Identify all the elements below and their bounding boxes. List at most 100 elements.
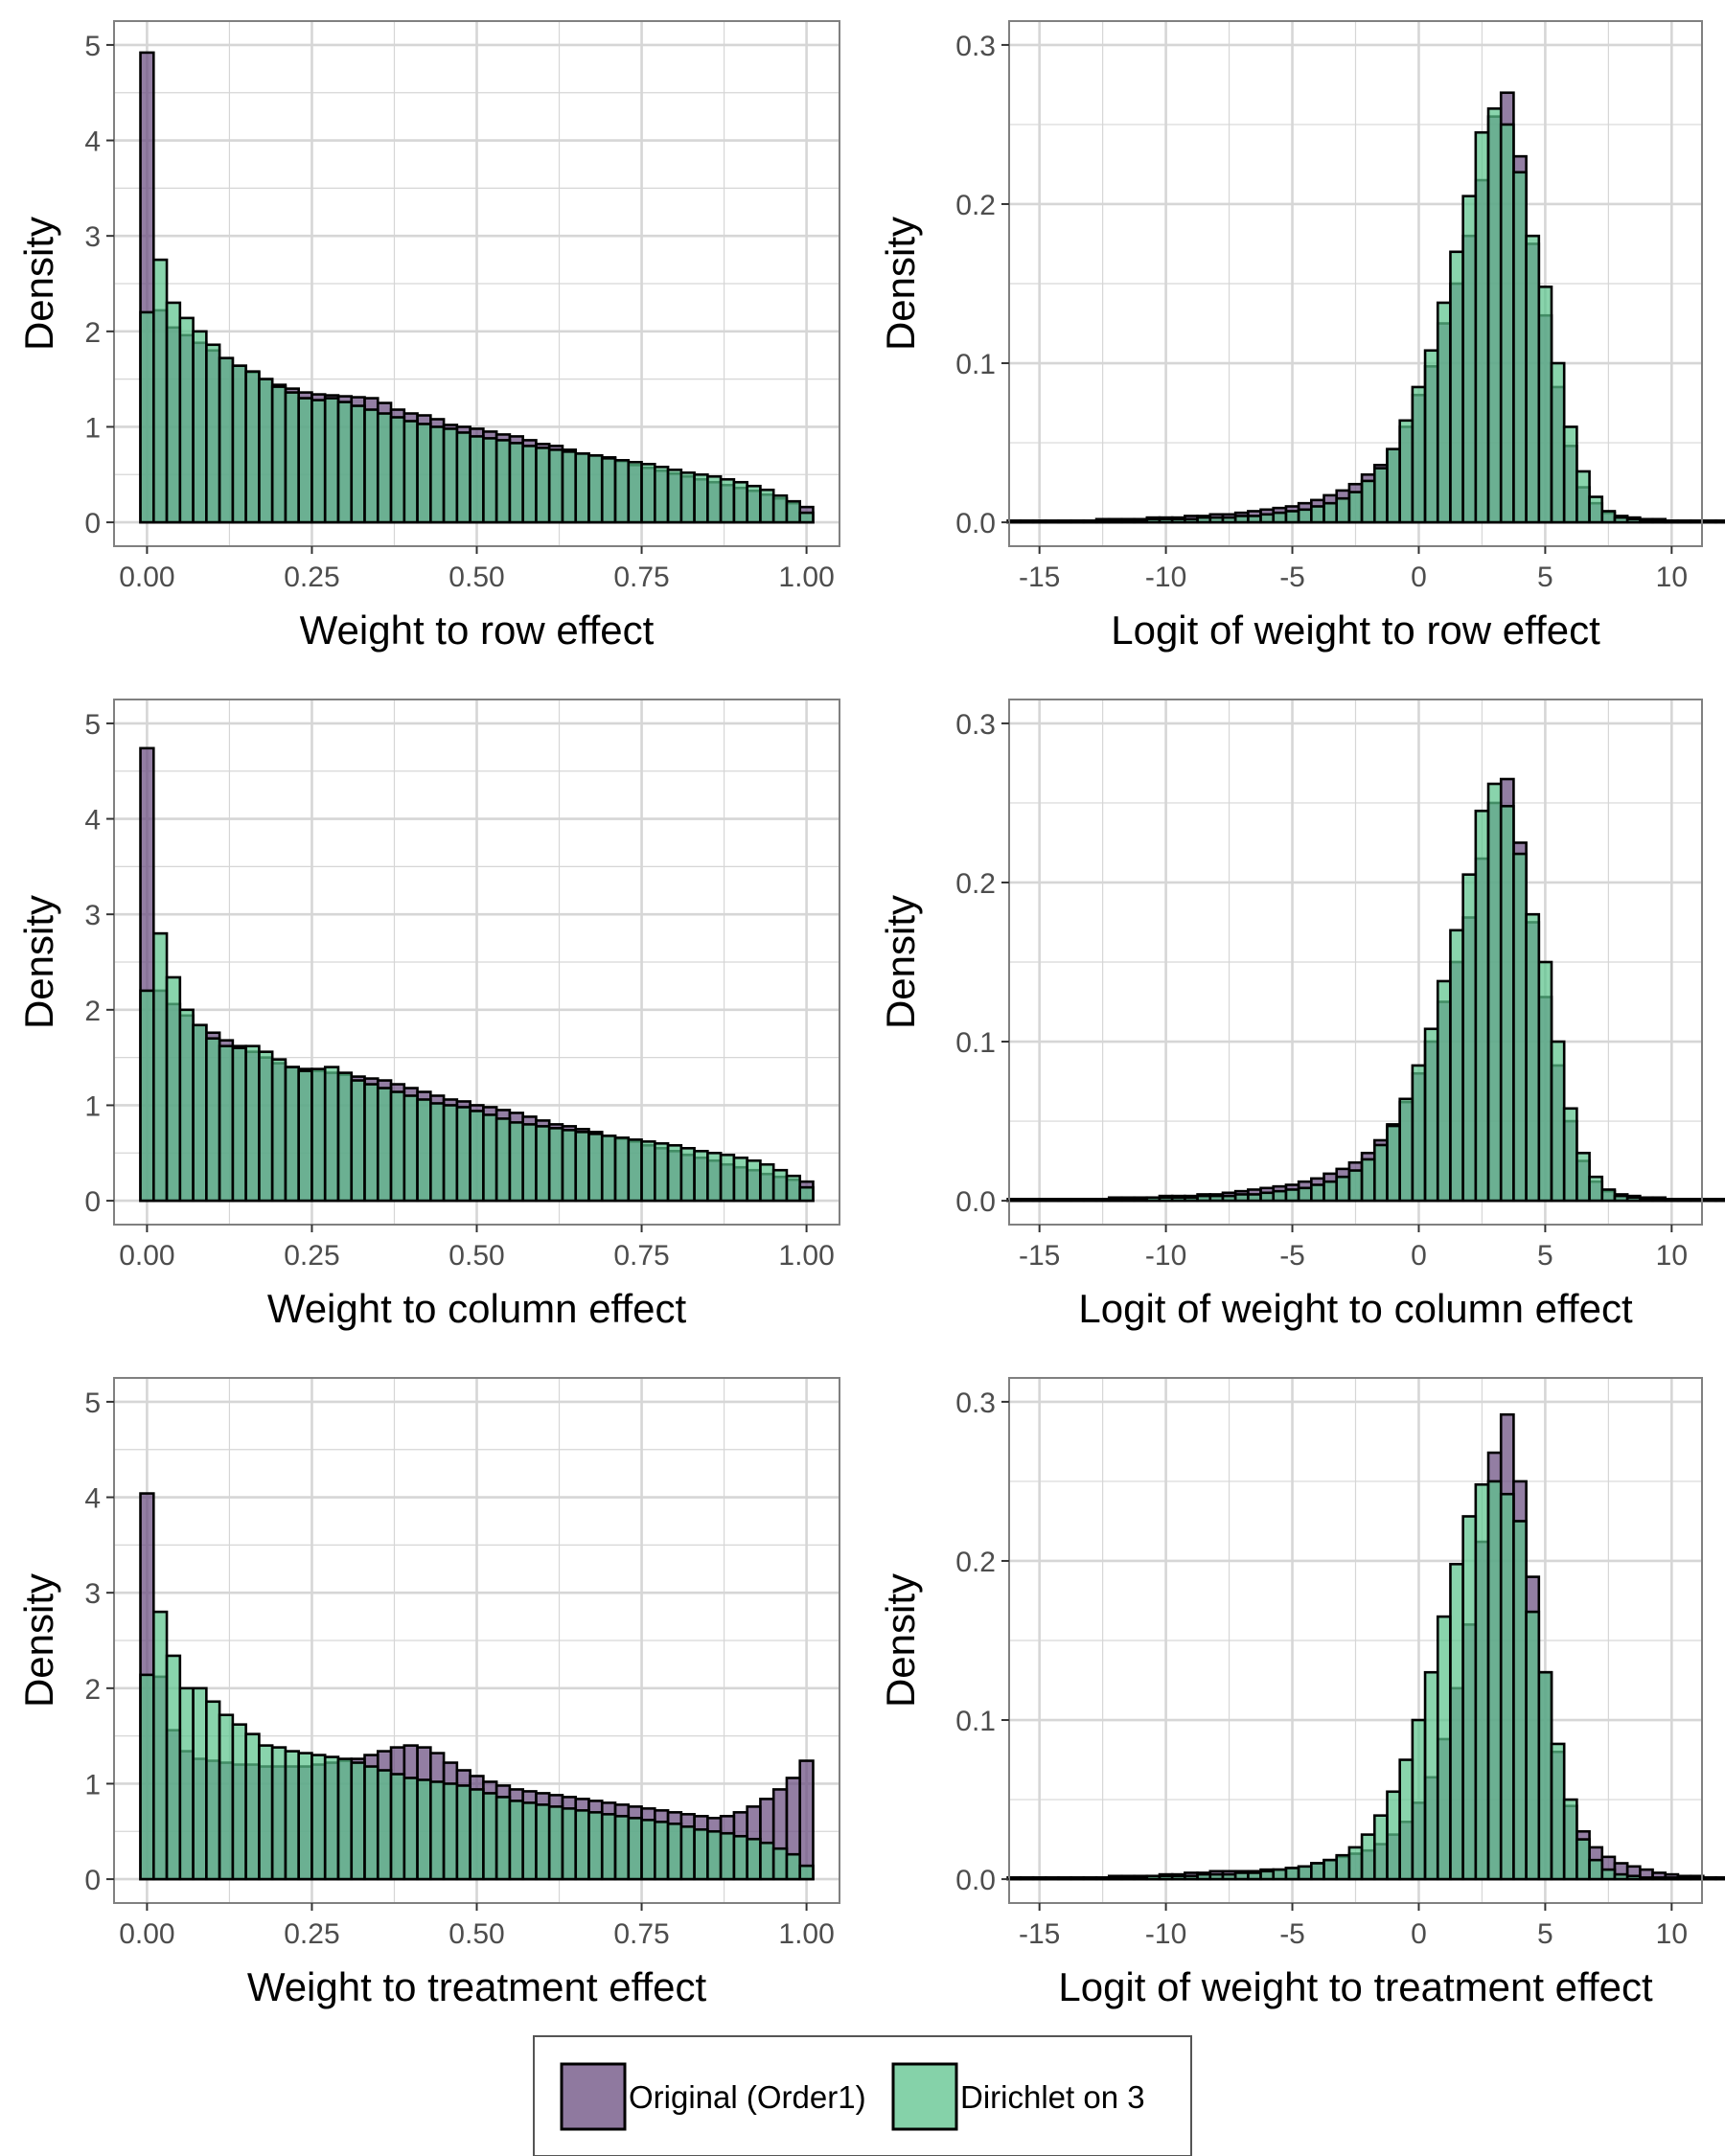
bar-dirichlet: [759, 1162, 775, 1203]
bar-dirichlet: [1664, 1876, 1680, 1881]
bar-dirichlet: [1436, 301, 1452, 524]
bar-dirichlet: [376, 1769, 393, 1881]
bar-dirichlet: [139, 1673, 155, 1881]
bar-dirichlet: [1019, 519, 1035, 524]
bar-dirichlet: [1259, 513, 1276, 524]
y-tick-label: 1: [84, 1090, 101, 1122]
x-tick-label: 0.75: [613, 1918, 669, 1950]
bar-dirichlet: [732, 1156, 748, 1203]
bar-dirichlet: [455, 431, 472, 524]
x-tick-label: 0: [1411, 562, 1427, 593]
bar-dirichlet: [1284, 1188, 1300, 1203]
bar-dirichlet: [231, 364, 247, 524]
bar-dirichlet: [165, 1654, 182, 1881]
bar-dirichlet: [1386, 1790, 1401, 1881]
bar-dirichlet: [258, 378, 274, 524]
bar-dirichlet: [1170, 517, 1186, 524]
bar-dirichlet: [535, 1125, 551, 1203]
x-tick-label: 1.00: [778, 1918, 834, 1950]
bar-dirichlet: [376, 412, 393, 524]
bar-dirichlet: [151, 1610, 169, 1881]
bar-dirichlet: [1094, 519, 1111, 524]
bar-dirichlet: [640, 463, 656, 524]
bar-dirichlet: [574, 452, 590, 524]
bar-dirichlet: [1613, 1872, 1629, 1881]
panel-6: -15 -10 -5 0 5 10 0.0 0.1 0.2 0.3 Logit of weight …: [878, 1377, 1725, 2009]
bar-dirichlet: [1208, 1194, 1225, 1203]
bar-dirichlet: [323, 397, 340, 524]
y-tick-label: 0.3: [955, 31, 996, 62]
x-axis-title: Logit of weight to row effect: [1111, 608, 1600, 653]
bar-dirichlet: [270, 1058, 288, 1203]
y-tick-label: 4: [84, 126, 101, 158]
bar-dirichlet: [1070, 519, 1086, 524]
bar-dirichlet: [1449, 1562, 1464, 1881]
bar-dirichlet: [1423, 1670, 1439, 1881]
bar-dirichlet: [1423, 349, 1439, 524]
bar-dirichlet: [1562, 425, 1578, 524]
bar-dirichlet: [1057, 1198, 1072, 1203]
bar-dirichlet: [1297, 1865, 1313, 1881]
bar-dirichlet: [706, 1151, 723, 1203]
bar-dirichlet: [469, 1110, 485, 1203]
x-tick-label: 0.75: [613, 562, 669, 593]
bar-dirichlet: [494, 1796, 512, 1881]
bar-dirichlet: [640, 1140, 656, 1203]
bar-dirichlet: [1297, 508, 1313, 524]
bar-dirichlet: [270, 385, 288, 524]
bar-dirichlet: [1411, 385, 1427, 524]
legend-label-dirichlet: Dirichlet on 3: [960, 2079, 1145, 2115]
bar-dirichlet: [402, 420, 419, 524]
bar-dirichlet: [1449, 250, 1464, 524]
bar-dirichlet: [1499, 123, 1515, 524]
bar-dirichlet: [1322, 1180, 1339, 1203]
bar-dirichlet: [1310, 1862, 1325, 1881]
bar-dirichlet: [561, 1129, 578, 1203]
x-axis-title: Weight to treatment effect: [247, 1964, 707, 2009]
bar-dirichlet: [139, 989, 155, 1203]
x-tick-label: -15: [1019, 1240, 1060, 1272]
bar-dirichlet: [1247, 515, 1262, 524]
bar-dirichlet: [627, 1817, 643, 1881]
bar-dirichlet: [165, 975, 182, 1203]
bar-dirichlet: [1082, 519, 1098, 524]
bar-dirichlet: [1436, 979, 1452, 1203]
series-dirichlet: [1006, 107, 1725, 524]
bar-dirichlet: [627, 461, 643, 524]
bar-dirichlet: [1259, 1869, 1276, 1881]
bar-dirichlet: [547, 448, 564, 524]
bar-dirichlet: [1133, 1876, 1149, 1881]
bar-dirichlet: [1019, 1876, 1035, 1881]
x-tick-label: 10: [1656, 1240, 1688, 1272]
bar-dirichlet: [1107, 1876, 1123, 1881]
bar-dirichlet: [1031, 1876, 1047, 1881]
bar-dirichlet: [205, 1037, 221, 1203]
x-tick-label: 10: [1656, 1918, 1688, 1950]
bar-dirichlet: [310, 399, 327, 524]
bar-dirichlet: [231, 1046, 247, 1203]
y-tick-label: 5: [84, 31, 101, 62]
bar-dirichlet: [1386, 1124, 1401, 1203]
bar-dirichlet: [482, 437, 498, 524]
bar-dirichlet: [297, 397, 313, 524]
bar-dirichlet: [1297, 1186, 1313, 1203]
bar-dirichlet: [746, 1158, 762, 1203]
bar-dirichlet: [323, 1755, 340, 1881]
bar-dirichlet: [679, 470, 696, 524]
bar-dirichlet: [1639, 1876, 1654, 1881]
bar-dirichlet: [1386, 447, 1401, 524]
bar-dirichlet: [1347, 1169, 1364, 1203]
bar-dirichlet: [1651, 1198, 1668, 1203]
bar-dirichlet: [1625, 517, 1642, 524]
bar-dirichlet: [1247, 1871, 1262, 1881]
bar-dirichlet: [1347, 491, 1364, 524]
panel-2: -15 -10 -5 0 5 10 0.0 0.1 0.2 0.3 Logit of weight …: [878, 20, 1725, 653]
y-tick-label: 5: [84, 1388, 101, 1419]
y-tick-label: 0: [84, 1865, 101, 1896]
bar-dirichlet: [494, 1117, 512, 1203]
bar-dirichlet: [706, 474, 723, 524]
bar-dirichlet: [297, 1752, 313, 1881]
bar-dirichlet: [1372, 1814, 1389, 1881]
bar-dirichlet: [1107, 519, 1123, 524]
bar-dirichlet: [1486, 107, 1503, 524]
